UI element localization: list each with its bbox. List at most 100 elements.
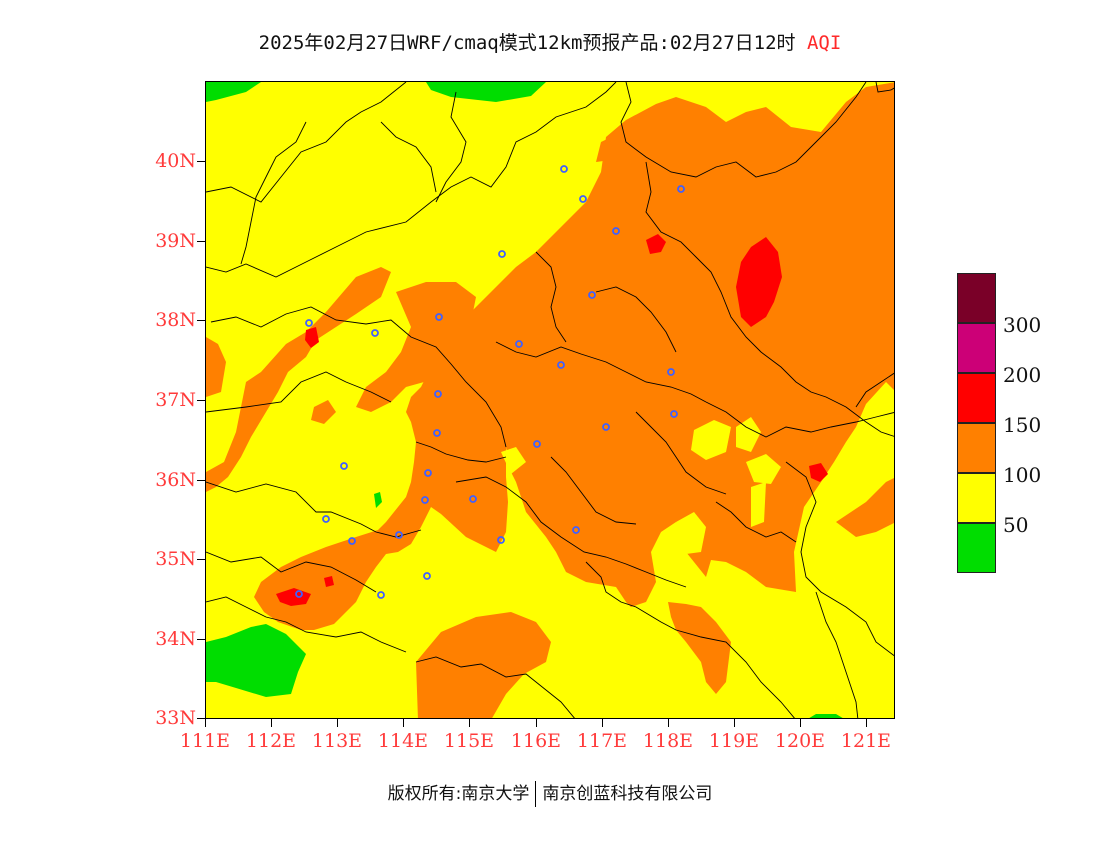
lon-tick: [271, 719, 272, 727]
lat-tick: [197, 559, 205, 560]
lon-label-113: 113E: [311, 730, 363, 752]
city-marker: [295, 590, 303, 598]
lon-tick: [602, 719, 603, 727]
city-marker: [498, 250, 506, 258]
city-marker: [423, 572, 431, 580]
city-marker: [395, 531, 403, 539]
city-marker: [560, 165, 568, 173]
lon-label-116: 116E: [510, 730, 562, 752]
lon-label-115: 115E: [443, 730, 495, 752]
map-panel: [205, 81, 895, 719]
lon-tick: [469, 719, 470, 727]
legend-label-50: 50: [1003, 513, 1029, 537]
unhealthy-spot-northwest: [305, 327, 319, 348]
good-area-bottom: [809, 714, 843, 718]
city-marker: [572, 526, 580, 534]
title-main: 2025年02月27日WRF/cmaq模式12km预报产品:02月27日12时: [258, 32, 796, 54]
city-marker: [340, 462, 348, 470]
city-marker: [497, 536, 505, 544]
lat-tick: [197, 400, 205, 401]
lat-label-40: 40N: [155, 150, 196, 172]
city-marker: [579, 195, 587, 203]
administrative-boundaries: [206, 82, 894, 718]
good-area-top-mid: [426, 82, 546, 102]
lon-label-121: 121E: [840, 730, 892, 752]
city-marker: [677, 185, 685, 193]
lat-label-33: 33N: [155, 707, 196, 729]
city-marker: [602, 423, 610, 431]
lat-tick: [197, 639, 205, 640]
unhealthy-sensitive-central-band: [356, 282, 476, 412]
city-marker: [667, 368, 675, 376]
city-marker: [588, 291, 596, 299]
city-markers: [295, 165, 685, 599]
lat-label-34: 34N: [155, 628, 196, 650]
lat-tick: [197, 480, 205, 481]
unhealthy-sensitive-east-lobe: [836, 478, 894, 537]
city-marker: [424, 469, 432, 477]
unhealthy-sensitive-southeast-lobe: [668, 602, 731, 694]
unhealthy-sensitive-main-area: [254, 82, 894, 630]
legend-label-100: 100: [1003, 463, 1042, 487]
city-marker: [533, 440, 541, 448]
good-area-southwest: [206, 624, 306, 697]
city-marker: [670, 410, 678, 418]
lon-tick: [800, 719, 801, 727]
unhealthy-spot-small: [324, 576, 334, 587]
legend-swatch-unhealthy: [957, 373, 996, 423]
lon-tick: [734, 719, 735, 727]
unhealthy-sensitive-west-patch: [311, 400, 336, 424]
unhealthy-spot-north: [646, 234, 666, 254]
city-marker: [435, 313, 443, 321]
legend-swatch-hazardous: [957, 273, 996, 323]
city-marker: [421, 496, 429, 504]
lon-tick: [205, 719, 206, 727]
lon-label-120: 120E: [774, 730, 826, 752]
unhealthy-sensitive-northwest-band: [206, 267, 391, 492]
lat-tick: [197, 718, 205, 719]
unhealthy-sensitive-top-patch: [596, 130, 646, 162]
lon-tick: [536, 719, 537, 727]
legend-label-150: 150: [1003, 413, 1042, 437]
lon-label-111: 111E: [179, 730, 231, 752]
good-area-small: [374, 492, 382, 508]
lat-label-39: 39N: [155, 230, 196, 252]
lon-label-118: 118E: [642, 730, 694, 752]
lon-tick: [403, 719, 404, 727]
lon-tick: [866, 719, 867, 727]
city-marker: [433, 429, 441, 437]
moderate-hole-3: [691, 420, 731, 460]
lon-label-114: 114E: [377, 730, 429, 752]
moderate-hole-5: [501, 447, 526, 474]
legend-swatch-good: [957, 523, 996, 573]
legend-swatch-moderate: [957, 473, 996, 523]
good-area-top: [206, 82, 261, 102]
lon-label-119: 119E: [708, 730, 760, 752]
lat-label-35: 35N: [155, 548, 196, 570]
city-marker: [557, 361, 565, 369]
city-marker: [515, 340, 523, 348]
moderate-hole-6: [751, 482, 766, 527]
aqi-map: [206, 82, 894, 718]
lon-tick: [337, 719, 338, 727]
lat-label-38: 38N: [155, 309, 196, 331]
lat-tick: [197, 320, 205, 321]
city-marker: [371, 329, 379, 337]
map-title: 2025年02月27日WRF/cmaq模式12km预报产品:02月27日12时 …: [0, 28, 1100, 55]
lon-label-117: 117E: [576, 730, 628, 752]
city-marker: [305, 319, 313, 327]
lat-tick: [197, 161, 205, 162]
copyright-footer: 版权所有:南京大学 南京创蓝科技有限公司: [0, 779, 1100, 807]
lat-tick: [197, 241, 205, 242]
lon-tick: [668, 719, 669, 727]
city-marker: [377, 591, 385, 599]
moderate-hole-4: [746, 454, 781, 484]
unhealthy-sensitive-left-edge: [206, 337, 226, 397]
unhealthy-spot-east: [736, 237, 782, 327]
moderate-hole-2: [736, 417, 761, 452]
city-marker: [434, 390, 442, 398]
lat-label-36: 36N: [155, 469, 196, 491]
city-marker: [612, 227, 620, 235]
city-marker: [348, 537, 356, 545]
